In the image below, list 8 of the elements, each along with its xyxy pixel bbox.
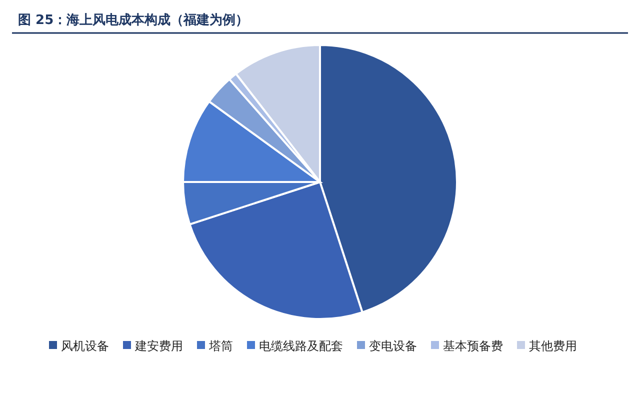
legend-label: 建安费用 bbox=[134, 339, 183, 353]
chart-title: 图 25：海上风电成本构成（福建为例） bbox=[18, 12, 249, 28]
legend-label: 风机设备 bbox=[61, 339, 109, 353]
legend-label: 变电设备 bbox=[369, 339, 417, 353]
legend-label: 电缆线路及配套 bbox=[259, 339, 343, 353]
legend-label: 基本预备费 bbox=[443, 339, 503, 353]
legend-label: 其他费用 bbox=[529, 339, 577, 353]
legend-label: 塔筒 bbox=[208, 339, 233, 353]
